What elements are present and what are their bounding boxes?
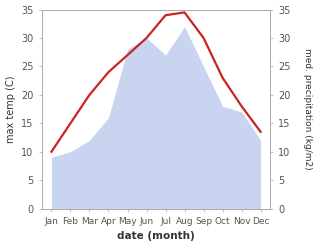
X-axis label: date (month): date (month) (117, 231, 195, 242)
Y-axis label: max temp (C): max temp (C) (5, 75, 16, 143)
Y-axis label: med. precipitation (kg/m2): med. precipitation (kg/m2) (303, 48, 313, 170)
